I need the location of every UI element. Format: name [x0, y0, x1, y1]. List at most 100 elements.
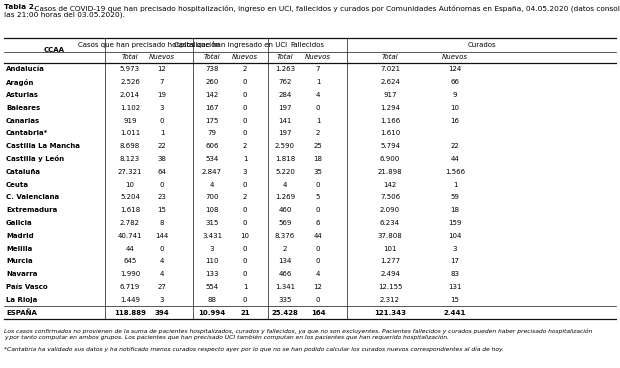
Text: 1.341: 1.341: [275, 284, 295, 290]
Text: 0: 0: [243, 118, 247, 124]
Text: 12: 12: [157, 66, 166, 72]
Text: 315: 315: [205, 220, 219, 226]
Text: 18: 18: [451, 207, 459, 213]
Text: 44: 44: [126, 245, 135, 252]
Text: 5.794: 5.794: [380, 143, 400, 149]
Text: 10.994: 10.994: [198, 309, 226, 316]
Text: Cantabria*: Cantabria*: [6, 130, 48, 137]
Text: La Rioja: La Rioja: [6, 297, 37, 303]
Text: País Vasco: País Vasco: [6, 284, 48, 290]
Text: Fallecidos: Fallecidos: [291, 42, 324, 48]
Text: Casos que han precisado hospitalización: Casos que han precisado hospitalización: [78, 42, 220, 49]
Text: 21: 21: [240, 309, 250, 316]
Text: Extremadura: Extremadura: [6, 207, 57, 213]
Text: 16: 16: [451, 118, 459, 124]
Text: Galicia: Galicia: [6, 220, 33, 226]
Text: 10: 10: [451, 105, 459, 111]
Text: 141: 141: [278, 118, 291, 124]
Text: 1.166: 1.166: [380, 118, 400, 124]
Text: 2.590: 2.590: [275, 143, 295, 149]
Text: 175: 175: [205, 118, 219, 124]
Text: 18: 18: [314, 156, 322, 162]
Text: 22: 22: [451, 143, 459, 149]
Text: 2.847: 2.847: [202, 169, 222, 175]
Text: 919: 919: [123, 118, 137, 124]
Text: 2: 2: [316, 130, 320, 137]
Text: y por tanto computar en ambos grupos. Los pacientes que han precisado UCI tambié: y por tanto computar en ambos grupos. Lo…: [4, 335, 449, 340]
Text: 645: 645: [123, 258, 136, 264]
Text: 0: 0: [160, 181, 164, 188]
Text: Castilla y León: Castilla y León: [6, 156, 64, 163]
Text: Cataluña: Cataluña: [6, 169, 41, 175]
Text: Casos de COVID-19 que han precisado hospitalización, ingreso en UCI, fallecidos : Casos de COVID-19 que han precisado hosp…: [32, 4, 620, 11]
Text: 0: 0: [243, 130, 247, 137]
Text: 1: 1: [316, 79, 321, 85]
Text: 4: 4: [283, 181, 287, 188]
Text: 2: 2: [283, 245, 287, 252]
Text: 394: 394: [154, 309, 169, 316]
Text: 133: 133: [205, 271, 219, 277]
Text: 9: 9: [453, 92, 458, 98]
Text: 606: 606: [205, 143, 219, 149]
Text: 12.155: 12.155: [378, 284, 402, 290]
Text: 1.818: 1.818: [275, 156, 295, 162]
Text: 466: 466: [278, 271, 291, 277]
Text: Canarias: Canarias: [6, 118, 40, 124]
Text: 88: 88: [208, 297, 216, 303]
Text: Curados: Curados: [467, 42, 496, 48]
Text: 2: 2: [243, 194, 247, 201]
Text: Ceuta: Ceuta: [6, 181, 29, 188]
Text: 0: 0: [316, 105, 321, 111]
Text: las 21:00 horas del 03.05.2020).: las 21:00 horas del 03.05.2020).: [4, 11, 125, 18]
Text: 1: 1: [243, 284, 247, 290]
Text: Nuevos: Nuevos: [232, 54, 258, 60]
Text: 66: 66: [451, 79, 459, 85]
Text: 0: 0: [243, 105, 247, 111]
Text: 15: 15: [451, 297, 459, 303]
Text: C. Valenciana: C. Valenciana: [6, 194, 59, 201]
Text: 37.808: 37.808: [378, 233, 402, 239]
Text: 197: 197: [278, 130, 292, 137]
Text: 0: 0: [243, 245, 247, 252]
Text: Asturias: Asturias: [6, 92, 39, 98]
Text: 4: 4: [316, 92, 320, 98]
Text: 3: 3: [453, 245, 458, 252]
Text: 6: 6: [316, 220, 321, 226]
Text: 142: 142: [383, 181, 397, 188]
Text: Total: Total: [277, 54, 293, 60]
Text: 5.204: 5.204: [120, 194, 140, 201]
Text: 83: 83: [451, 271, 459, 277]
Text: 1.610: 1.610: [380, 130, 400, 137]
Text: Total: Total: [382, 54, 398, 60]
Text: 159: 159: [448, 220, 462, 226]
Text: 1.269: 1.269: [275, 194, 295, 201]
Text: 110: 110: [205, 258, 219, 264]
Text: Nuevos: Nuevos: [149, 54, 175, 60]
Text: 6.719: 6.719: [120, 284, 140, 290]
Text: 164: 164: [311, 309, 326, 316]
Text: 25: 25: [314, 143, 322, 149]
Text: 19: 19: [157, 92, 167, 98]
Text: 534: 534: [205, 156, 219, 162]
Text: 0: 0: [243, 271, 247, 277]
Text: 2.526: 2.526: [120, 79, 140, 85]
Text: 460: 460: [278, 207, 291, 213]
Text: 3: 3: [160, 105, 164, 111]
Text: CCAA: CCAA: [44, 47, 65, 53]
Text: 23: 23: [157, 194, 166, 201]
Text: 8: 8: [160, 220, 164, 226]
Text: 6.900: 6.900: [380, 156, 400, 162]
Text: 2.782: 2.782: [120, 220, 140, 226]
Text: 10: 10: [241, 233, 249, 239]
Text: 1: 1: [243, 156, 247, 162]
Text: 0: 0: [316, 207, 321, 213]
Text: Total: Total: [122, 54, 138, 60]
Text: 762: 762: [278, 79, 291, 85]
Text: 554: 554: [205, 284, 219, 290]
Text: 0: 0: [316, 181, 321, 188]
Text: 44: 44: [451, 156, 459, 162]
Text: 0: 0: [316, 245, 321, 252]
Text: Total: Total: [204, 54, 220, 60]
Text: 0: 0: [316, 258, 321, 264]
Text: 1.263: 1.263: [275, 66, 295, 72]
